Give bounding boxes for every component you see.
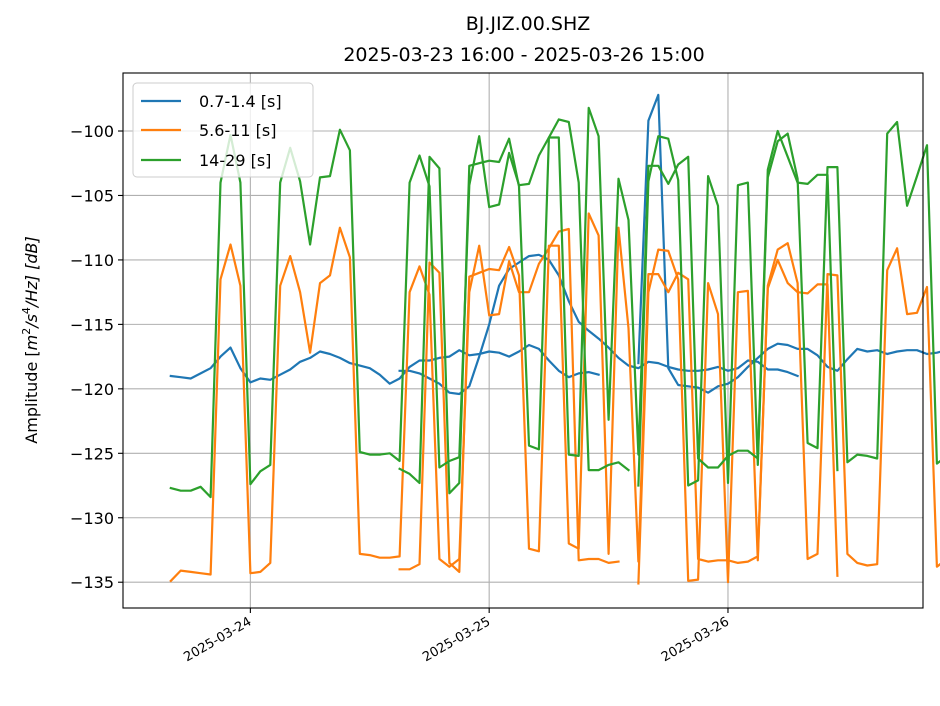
y-axis-label-suffix: /Hz] [dB]: [22, 236, 41, 309]
y-tick-label: −120: [70, 380, 114, 399]
series-lines: [169, 93, 940, 585]
legend-label-2: 14-29 [s]: [199, 151, 271, 170]
y-axis-label-prefix: Amplitude [: [22, 350, 41, 443]
y-tick-label: −100: [70, 122, 114, 141]
y-tick-label: −125: [70, 444, 114, 463]
legend-label-1: 5.6-11 [s]: [199, 121, 276, 140]
chart-title: BJ.JIZ.00.SHZ: [466, 13, 591, 35]
series-2-line-segment-2: [637, 120, 940, 487]
y-tick-label: −135: [70, 573, 114, 592]
y-axis-label-unit-s: /s: [22, 314, 41, 330]
plot-frame: [122, 72, 924, 609]
series-1-line-segment-0: [169, 226, 620, 583]
series-2-line-segment-0: [169, 118, 631, 499]
series-1-line-segment-2: [637, 242, 940, 585]
y-tick-label: −105: [70, 186, 114, 205]
legend: 0.7-1.4 [s] 5.6-11 [s] 14-29 [s]: [132, 82, 314, 178]
y-axis-label-exp-4: 4: [20, 307, 33, 314]
series-0-line-segment-0: [169, 343, 600, 385]
y-axis-label-exp-2: 2: [20, 328, 33, 335]
legend-label-0: 0.7-1.4 [s]: [199, 92, 282, 111]
y-tick-label: −115: [70, 315, 114, 334]
chart-subtitle: 2025-03-23 16:00 - 2025-03-26 15:00: [343, 44, 704, 66]
y-axis: −100 −105 −110 −115 −120 −125 −130 −135: [70, 122, 123, 592]
y-axis-label: Amplitude [m2/s4/Hz] [dB]: [20, 236, 41, 443]
legend-box: [132, 82, 314, 178]
y-tick-label: −130: [70, 509, 114, 528]
y-tick-label: −110: [70, 251, 114, 270]
y-axis-label-unit-m: m: [22, 335, 41, 351]
